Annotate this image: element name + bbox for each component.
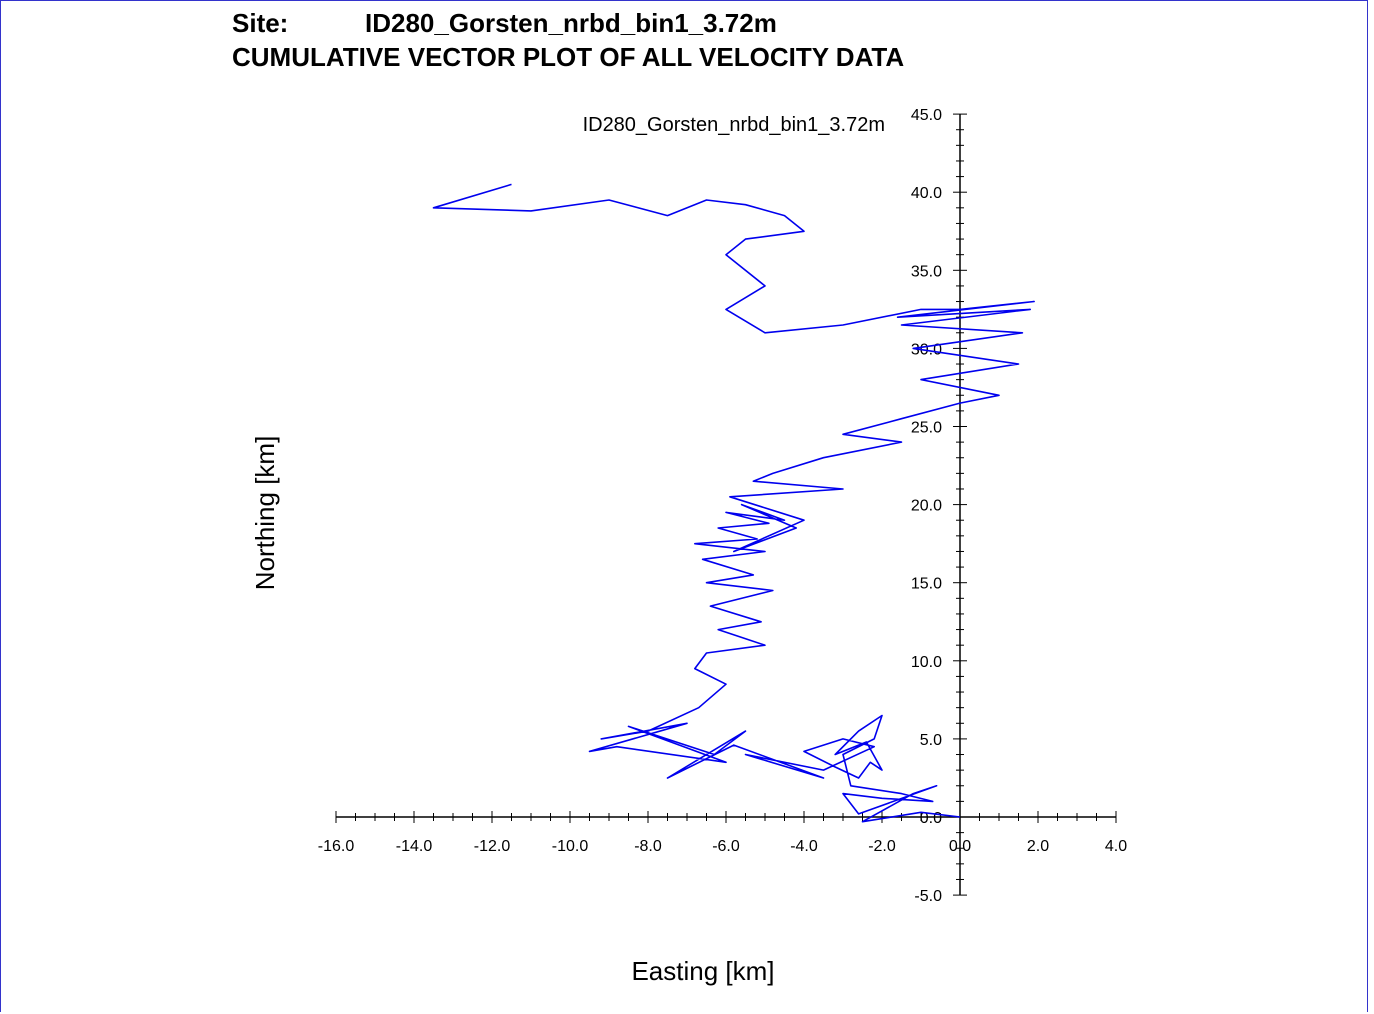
x-axis-title: Easting [km]: [631, 956, 774, 986]
x-tick-label: -16.0: [318, 838, 355, 855]
plot-title: CUMULATIVE VECTOR PLOT OF ALL VELOCITY D…: [232, 42, 905, 72]
y-tick-label: -5.0: [914, 888, 942, 905]
x-tick-label: 4.0: [1105, 838, 1127, 855]
x-tick-label: -12.0: [474, 838, 511, 855]
x-tick-label: -14.0: [396, 838, 433, 855]
site-label: Site:: [232, 8, 289, 38]
site-row: Site: ID280_Gorsten_nrbd_bin1_3.72m: [232, 6, 904, 40]
y-tick-label: 35.0: [911, 263, 942, 280]
x-tick-label: 0.0: [949, 838, 971, 855]
site-name: ID280_Gorsten_nrbd_bin1_3.72m: [365, 8, 777, 38]
y-tick-label: 10.0: [911, 654, 942, 671]
report-header: Site: ID280_Gorsten_nrbd_bin1_3.72m CUMUL…: [232, 6, 904, 74]
chart-title: ID280_Gorsten_nrbd_bin1_3.72m: [583, 114, 885, 136]
x-tick-label: -10.0: [552, 838, 589, 855]
y-tick-label: 25.0: [911, 420, 942, 437]
y-tick-label: 45.0: [911, 107, 942, 124]
y-axis-title: Northing [km]: [250, 436, 280, 591]
y-tick-label: 15.0: [911, 576, 942, 593]
y-tick-label: 20.0: [911, 498, 942, 515]
x-tick-label: -6.0: [712, 838, 740, 855]
x-tick-label: 2.0: [1027, 838, 1049, 855]
y-tick-label: 5.0: [920, 732, 942, 749]
series-line: [432, 183, 1035, 823]
labels: ID280_Gorsten_nrbd_bin1_3.72m Easting [k…: [250, 114, 885, 986]
x-tick-label: -2.0: [868, 838, 896, 855]
x-tick-label: -8.0: [634, 838, 662, 855]
series-layer: [432, 183, 1035, 823]
axes: -16.0 -14.0 -12.0 -10.0 -8.0 -6.0 -4.0 -2.0 0.0 2…: [318, 107, 1127, 905]
x-tick-label: -4.0: [790, 838, 818, 855]
y-tick-label: 40.0: [911, 185, 942, 202]
